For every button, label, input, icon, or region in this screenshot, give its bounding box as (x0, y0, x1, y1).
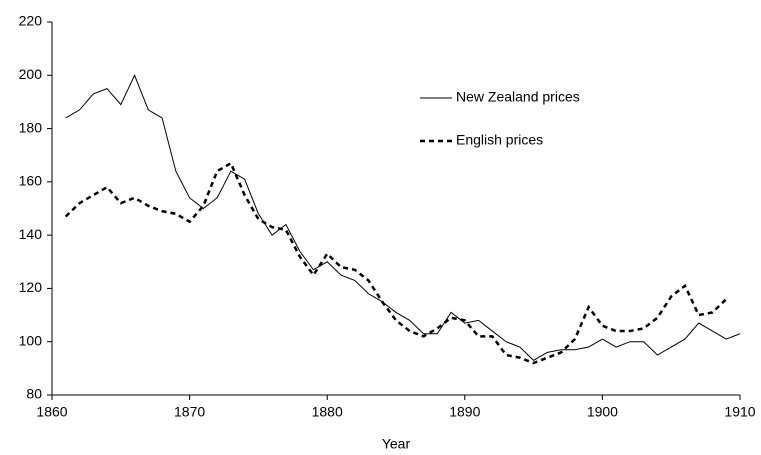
y-tick-label: 140 (19, 226, 43, 242)
y-tick-label: 100 (19, 332, 43, 348)
x-tick-label: 1870 (174, 404, 205, 420)
y-tick-label: 160 (19, 173, 43, 189)
x-tick-label: 1910 (724, 404, 755, 420)
y-tick-label: 120 (19, 279, 43, 295)
series-line (65, 74, 741, 361)
legend-label: New Zealand prices (456, 89, 580, 105)
x-tick-label: 1880 (312, 404, 343, 420)
y-tick-label: 220 (19, 13, 43, 29)
y-tick-label: 80 (26, 386, 42, 402)
legend-label: English prices (456, 132, 543, 148)
x-tick-label: 1890 (449, 404, 480, 420)
y-tick-label: 180 (19, 119, 43, 135)
x-tick-label: 1860 (36, 404, 67, 420)
x-tick-label: 1900 (587, 404, 618, 420)
series-line (64, 161, 728, 365)
y-tick-label: 200 (19, 66, 43, 82)
x-axis-label: Year (382, 436, 411, 452)
